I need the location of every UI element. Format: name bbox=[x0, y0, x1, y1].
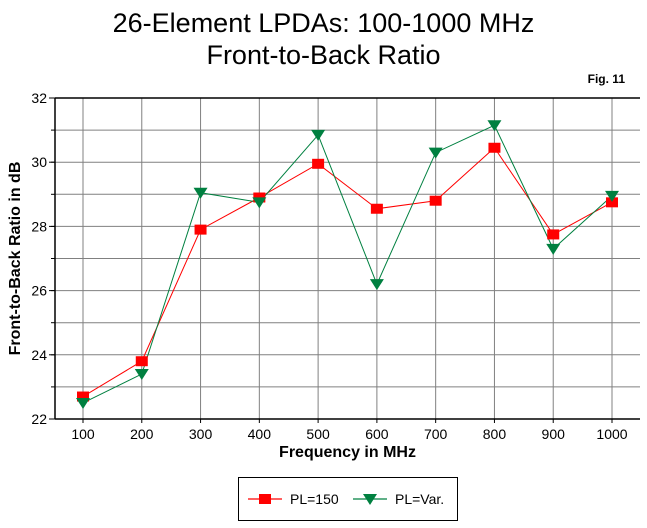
figure-annotation: Fig. 11 bbox=[587, 72, 625, 86]
y-tick-label: 32 bbox=[31, 90, 47, 106]
data-point-triangle bbox=[546, 243, 561, 255]
data-point-triangle bbox=[605, 190, 619, 202]
data-point-square bbox=[312, 158, 325, 169]
x-axis-label: Frequency in MHz bbox=[279, 444, 416, 461]
data-point-triangle bbox=[193, 187, 208, 199]
data-point-triangle bbox=[363, 494, 377, 505]
y-tick-label: 22 bbox=[31, 411, 47, 427]
x-tick-label: 700 bbox=[424, 426, 448, 442]
x-tick-label: 300 bbox=[189, 426, 213, 442]
chart-subtitle: Front-to-Back Ratio bbox=[206, 40, 441, 70]
data-point-square bbox=[77, 391, 89, 402]
x-tick-label: 600 bbox=[365, 426, 389, 442]
y-tick-label: 24 bbox=[31, 347, 47, 363]
data-point-square bbox=[259, 494, 271, 504]
data-point-square bbox=[429, 195, 442, 206]
data-point-triangle bbox=[252, 197, 267, 209]
data-point-square bbox=[194, 224, 207, 235]
x-tick-label: 800 bbox=[483, 426, 507, 442]
series-line-2 bbox=[82, 124, 613, 404]
x-tick-label: 1000 bbox=[596, 426, 627, 442]
x-tick-label: 200 bbox=[130, 426, 154, 442]
data-point-triangle bbox=[76, 397, 90, 409]
chart-title: 26-Element LPDAs: 100-1000 MHz bbox=[112, 8, 535, 38]
data-point-square bbox=[606, 197, 618, 208]
data-point-square bbox=[488, 142, 501, 153]
x-tick-label: 100 bbox=[71, 426, 95, 442]
legend-graphics: PL=150 PL=Var. bbox=[248, 491, 444, 507]
y-tick-label: 28 bbox=[31, 218, 47, 234]
y-tick-label: 30 bbox=[31, 154, 47, 170]
data-point-triangle bbox=[311, 129, 326, 141]
data-point-square bbox=[135, 356, 148, 367]
data-point-triangle bbox=[487, 120, 502, 132]
legend-label: PL=Var. bbox=[395, 491, 444, 507]
data-point-triangle bbox=[369, 279, 384, 291]
legend-label: PL=150 bbox=[290, 491, 339, 507]
data-point-square bbox=[547, 229, 560, 240]
data-point-triangle bbox=[428, 147, 443, 159]
y-tick-label: 26 bbox=[31, 283, 47, 299]
data-point-triangle bbox=[134, 369, 149, 381]
legend: PL=150 PL=Var. bbox=[238, 477, 458, 521]
x-tick-label: 400 bbox=[248, 426, 272, 442]
x-tick-label: 900 bbox=[542, 426, 566, 442]
y-axis-label: Front-to-Back Ratio in dB bbox=[7, 162, 24, 356]
series-line-1 bbox=[82, 146, 613, 397]
x-tick-label: 500 bbox=[306, 426, 330, 442]
data-point-square bbox=[370, 203, 383, 214]
